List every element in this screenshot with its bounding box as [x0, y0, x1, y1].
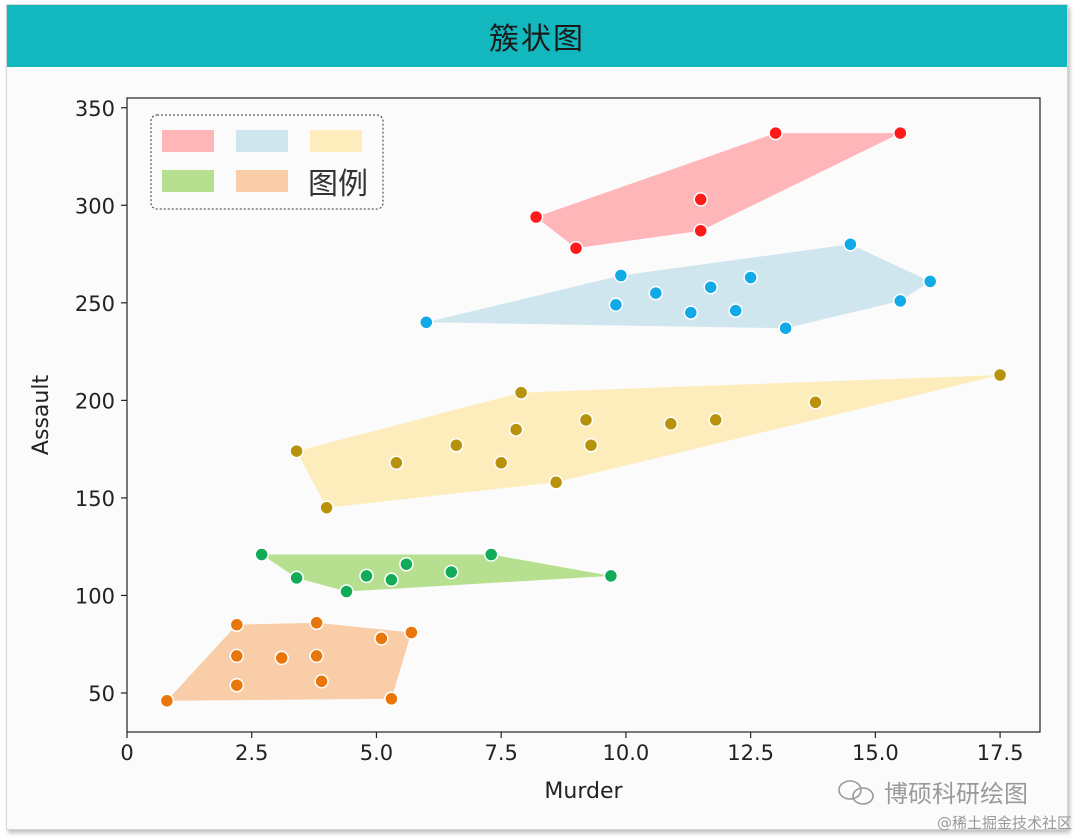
- data-point-2-1: [419, 315, 434, 330]
- data-point-2-7: [728, 303, 743, 318]
- legend-box: [150, 114, 384, 210]
- data-point-2-5: [683, 305, 699, 320]
- watermark-credit: @稀土掘金技术社区: [937, 814, 1072, 832]
- header-bar: 簇状图: [7, 5, 1067, 67]
- data-point-4-6: [399, 556, 414, 572]
- data-point-5-5: [274, 650, 289, 666]
- x-tick-label: 10.0: [603, 741, 650, 765]
- data-point-3-2: [319, 500, 334, 515]
- legend-swatch-4: [162, 170, 214, 192]
- data-point-3-7: [513, 385, 529, 400]
- x-axis-label: Murder: [544, 779, 623, 804]
- cluster-hull-3: [296, 375, 1001, 508]
- y-tick-label: 300: [75, 194, 115, 218]
- x-tick-label: 7.5: [484, 741, 517, 765]
- watermark: 博硕科研绘图 @稀土掘金技术社区: [838, 780, 1072, 832]
- cluster-hull-5: [166, 622, 412, 701]
- x-tick-label: 0: [120, 741, 133, 765]
- data-point-4-3: [339, 584, 354, 599]
- data-point-5-1: [159, 693, 175, 709]
- data-point-5-10: [384, 691, 399, 707]
- cluster-hull-2: [426, 244, 931, 329]
- data-point-2-12: [922, 274, 938, 289]
- data-point-5-4: [229, 677, 245, 693]
- x-axis-ticks: 0 2.5 5.0 7.5 10.0 12.5 15.0 17.5: [120, 732, 1023, 765]
- data-point-5-8: [314, 674, 329, 689]
- data-point-3-5: [493, 455, 509, 471]
- data-point-3-11: [663, 416, 679, 432]
- legend-title: 图例: [308, 167, 368, 202]
- data-point-4-5: [384, 572, 399, 588]
- legend-swatch-2: [236, 130, 288, 152]
- x-tick-label: 12.5: [727, 741, 774, 765]
- data-point-3-12: [708, 412, 723, 428]
- x-tick-label: 2.5: [235, 741, 268, 765]
- cluster-hull-4: [261, 554, 611, 592]
- legend-swatch-3: [310, 130, 362, 152]
- wechat-icon: [838, 780, 874, 805]
- data-point-3-8: [548, 475, 564, 490]
- y-tick-label: 150: [75, 487, 115, 511]
- data-point-3-3: [389, 455, 404, 471]
- y-tick-label: 250: [75, 292, 115, 316]
- data-point-4-2: [289, 570, 304, 586]
- data-point-1-2: [568, 240, 584, 256]
- data-point-3-13: [808, 395, 823, 410]
- legend: 图例: [150, 114, 384, 210]
- data-point-2-3: [613, 268, 629, 283]
- data-point-4-8: [483, 547, 499, 562]
- data-point-3-9: [578, 412, 594, 428]
- data-point-4-4: [359, 568, 374, 584]
- y-axis-label: Assault: [29, 375, 54, 456]
- data-point-5-2: [229, 617, 245, 632]
- data-point-4-9: [603, 568, 619, 584]
- data-point-5-11: [404, 625, 419, 640]
- data-point-2-10: [843, 237, 858, 252]
- x-tick-label: 5.0: [360, 741, 393, 765]
- legend-swatch-5: [236, 170, 288, 192]
- data-point-1-5: [768, 125, 783, 141]
- page-title: 簇状图: [489, 22, 585, 57]
- legend-swatch-1: [162, 130, 214, 152]
- data-point-2-11: [893, 293, 908, 309]
- y-axis-ticks: 50 100 150 200 250 300 350: [75, 97, 127, 706]
- watermark-brand: 博硕科研绘图: [884, 780, 1028, 808]
- cluster-hulls: [166, 133, 1001, 701]
- data-point-2-4: [648, 285, 664, 301]
- data-point-3-6: [508, 422, 524, 437]
- x-tick-label: 17.5: [977, 741, 1024, 765]
- data-point-5-7: [309, 615, 324, 631]
- data-point-3-4: [449, 437, 464, 453]
- y-tick-label: 50: [88, 682, 115, 706]
- data-point-4-7: [444, 564, 459, 580]
- data-point-1-1: [528, 209, 544, 225]
- y-tick-label: 100: [75, 584, 115, 608]
- y-tick-label: 200: [75, 389, 115, 413]
- data-point-2-2: [608, 297, 624, 313]
- data-point-1-3: [693, 223, 708, 238]
- plot-area: [126, 97, 1041, 733]
- data-point-5-3: [229, 648, 245, 664]
- data-points: [159, 125, 1008, 709]
- data-point-3-1: [289, 443, 304, 459]
- data-point-2-9: [778, 320, 793, 336]
- data-point-1-4: [693, 192, 708, 207]
- data-point-5-9: [374, 631, 389, 646]
- data-point-5-6: [309, 648, 324, 664]
- data-point-1-6: [893, 125, 908, 141]
- data-point-3-10: [583, 437, 599, 453]
- data-point-3-14: [992, 367, 1008, 383]
- data-point-2-6: [703, 279, 718, 295]
- data-point-2-8: [743, 270, 758, 285]
- data-point-4-1: [254, 547, 269, 562]
- x-tick-label: 15.0: [852, 741, 899, 765]
- cluster-hull-1: [536, 133, 901, 249]
- y-tick-label: 350: [75, 97, 115, 121]
